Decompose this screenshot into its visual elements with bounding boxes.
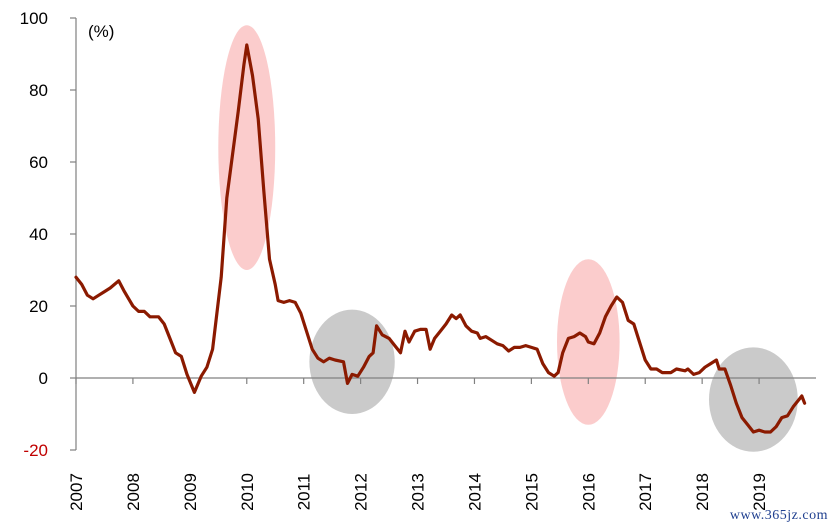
y-tick-label: 80 — [29, 81, 48, 100]
x-tick-label: 2013 — [409, 473, 428, 511]
unit-label: (%) — [88, 22, 114, 41]
y-tick-label: 0 — [39, 369, 48, 388]
x-tick-label: 2016 — [579, 473, 598, 511]
highlight-trough-3 — [708, 347, 798, 452]
x-axis-ticks: 2007 2008 2009 2010 2011 2012 2013 2014 2015 2016… — [67, 378, 769, 511]
x-tick-label: 2010 — [238, 473, 257, 511]
y-tick-label: 40 — [29, 225, 48, 244]
series-line-0 — [74, 43, 807, 434]
highlight-spike-0 — [218, 25, 276, 270]
x-tick-label: 2014 — [465, 473, 484, 511]
x-tick-label: 2008 — [124, 473, 143, 511]
watermark: www.365jz.com — [729, 508, 828, 523]
x-tick-label: 2015 — [522, 473, 541, 511]
x-tick-label: 2017 — [636, 473, 655, 511]
y-tick-label: 60 — [29, 153, 48, 172]
series-group — [74, 43, 807, 434]
x-tick-label: 2018 — [693, 473, 712, 511]
x-tick-label: 2009 — [181, 473, 200, 511]
highlight-trough-1 — [309, 309, 395, 414]
axes — [75, 18, 816, 450]
x-tick-label: 2011 — [295, 474, 314, 511]
highlight-ellipses — [218, 25, 798, 452]
x-tick-label: 2019 — [750, 473, 769, 511]
y-tick-label: -20 — [23, 441, 48, 460]
y-tick-label: 100 — [20, 9, 48, 28]
y-tick-label: 20 — [29, 297, 48, 316]
x-tick-label: 2012 — [352, 473, 371, 511]
x-tick-label: 2007 — [67, 473, 86, 511]
y-axis-ticks: -20 0 20 40 60 80 100 — [20, 9, 76, 460]
